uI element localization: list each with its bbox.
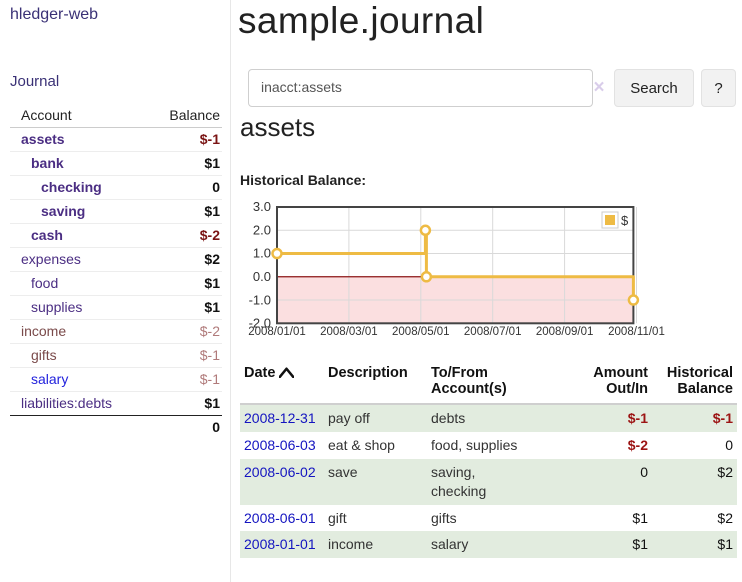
svg-text:2008/11/01: 2008/11/01 (608, 326, 665, 338)
svg-text:2.0: 2.0 (253, 223, 271, 238)
svg-text:0.0: 0.0 (253, 269, 271, 284)
svg-text:2008/05/01: 2008/05/01 (392, 326, 450, 338)
svg-text:-1.0: -1.0 (249, 293, 271, 308)
svg-text:1.0: 1.0 (253, 246, 271, 261)
svg-text:3.0: 3.0 (253, 199, 271, 214)
svg-text:2008/09/01: 2008/09/01 (536, 326, 594, 338)
svg-text:2008/07/01: 2008/07/01 (464, 326, 522, 338)
svg-text:2008/01/01: 2008/01/01 (248, 326, 306, 338)
svg-text:2008/03/01: 2008/03/01 (320, 326, 378, 338)
svg-text:$: $ (621, 213, 629, 228)
